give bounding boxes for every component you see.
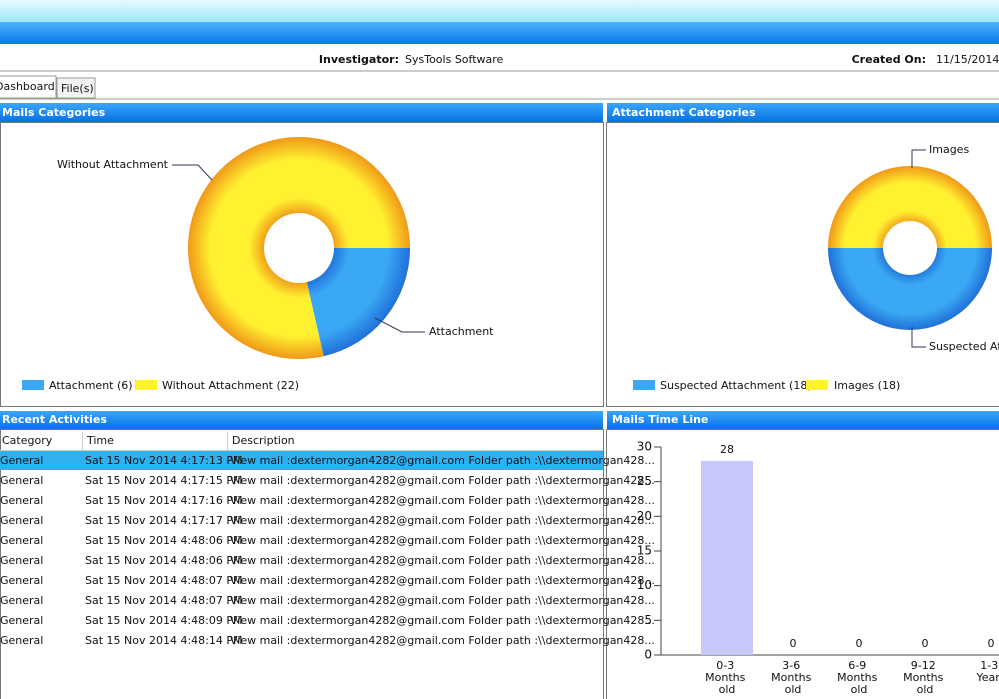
title-bar — [0, 0, 999, 22]
cell[interactable]: General — [0, 534, 43, 547]
donut-segment — [828, 248, 992, 330]
panel-header — [607, 411, 999, 429]
y-tick-label: 20 — [637, 509, 652, 523]
panel-header — [607, 103, 999, 122]
investigator: SysTools Software — [405, 53, 504, 66]
tab-label[interactable]: Dashboard — [0, 80, 55, 93]
legend-label: Suspected Attachment (18) — [660, 379, 812, 392]
cell[interactable]: View mail :dextermorgan4282@gmail.com Fo… — [230, 574, 655, 587]
x-tick-label: 0-3 Months old — [705, 659, 749, 696]
leader-line — [374, 317, 425, 333]
cell[interactable]: General — [0, 474, 43, 487]
panel-title: Recent Activities — [2, 413, 107, 426]
tab[interactable] — [56, 77, 96, 99]
row-highlight[interactable] — [0, 451, 603, 470]
cell[interactable]: View mail :dextermorgan4282@gmail.com Fo… — [230, 534, 655, 547]
leader-line — [911, 149, 926, 168]
leader-line — [172, 164, 213, 181]
value-label: 28 — [720, 443, 734, 456]
cell[interactable]: General — [0, 554, 43, 567]
slice-label: Suspected Attachment — [929, 340, 999, 353]
cell[interactable]: Sat 15 Nov 2014 4:48:06 PM — [85, 534, 243, 547]
legend-label: Images (18) — [834, 379, 900, 392]
panel-header — [0, 103, 603, 122]
cell[interactable]: Sat 15 Nov 2014 4:48:14 PM — [85, 634, 243, 647]
legend-swatch — [633, 380, 655, 390]
value-label: 0 — [790, 637, 797, 650]
cell[interactable]: General — [0, 614, 43, 627]
donut-segment — [306, 248, 410, 357]
panel-title: Mails Time Line — [612, 413, 708, 426]
panel-header — [0, 411, 603, 429]
tab-label[interactable]: File(s) — [61, 82, 94, 95]
y-tick-label: 5 — [644, 613, 652, 627]
y-tick-label: 25 — [637, 474, 652, 488]
cell[interactable]: View mail :dextermorgan4282@gmail.com Fo… — [230, 454, 655, 467]
leader-line — [911, 327, 926, 348]
column-header: Description — [232, 434, 295, 447]
panel-title: Mails Categories — [2, 106, 106, 119]
cell[interactable]: View mail :dextermorgan4282@gmail.com Fo… — [230, 494, 655, 507]
donut-segment — [188, 137, 410, 360]
cell[interactable]: View mail :dextermorgan4282@gmail.com Fo… — [230, 594, 655, 607]
created: 11/15/2014 2 — [936, 53, 999, 66]
tab[interactable] — [0, 75, 57, 99]
cell[interactable]: Sat 15 Nov 2014 4:17:16 PM — [85, 494, 243, 507]
legend-swatch — [135, 380, 157, 390]
cell[interactable]: Sat 15 Nov 2014 4:48:07 PM — [85, 594, 243, 607]
cell[interactable]: View mail :dextermorgan4282@gmail.com Fo… — [230, 634, 655, 647]
value-label: 0 — [856, 637, 863, 650]
cell[interactable]: General — [0, 494, 43, 507]
cell[interactable]: View mail :dextermorgan4282@gmail.com Fo… — [230, 554, 655, 567]
x-tick-label: 3-6 Months old — [771, 659, 815, 696]
x-tick-label: 9-12 Months old — [903, 659, 947, 696]
donut-segment — [828, 166, 992, 248]
cell[interactable]: View mail :dextermorgan4282@gmail.com Fo… — [230, 614, 655, 627]
column-header: Category — [2, 434, 53, 447]
panel — [0, 122, 604, 407]
cell[interactable]: General — [0, 454, 43, 467]
legend-label: Attachment (6) — [49, 379, 133, 392]
x-tick-label: 1-3 Years — [975, 659, 999, 684]
cell[interactable]: View mail :dextermorgan4282@gmail.com Fo… — [230, 474, 655, 487]
value-label: 0 — [988, 637, 995, 650]
investigator-label: Investigator: — [319, 53, 399, 66]
y-tick-label: 10 — [637, 578, 652, 592]
y-tick-label: 15 — [637, 544, 652, 558]
column-header: Time — [86, 434, 114, 447]
cell[interactable]: Sat 15 Nov 2014 4:48:09 PM — [85, 614, 243, 627]
value-label: 0 — [922, 637, 929, 650]
panel-title: Attachment Categories — [612, 106, 756, 119]
cell[interactable]: General — [0, 634, 43, 647]
cell[interactable]: General — [0, 514, 43, 527]
created-label: Created On: — [852, 53, 926, 66]
cell[interactable]: Sat 15 Nov 2014 4:17:15 PM — [85, 474, 243, 487]
x-tick-label: 6-9 Months old — [837, 659, 881, 696]
cell[interactable]: Sat 15 Nov 2014 4:17:13 PM — [85, 454, 243, 467]
legend-swatch — [22, 380, 44, 390]
cell[interactable]: Sat 15 Nov 2014 4:17:17 PM — [85, 514, 243, 527]
legend-swatch — [806, 380, 828, 390]
panel — [606, 429, 999, 699]
cell[interactable]: General — [0, 594, 43, 607]
cell[interactable]: View mail :dextermorgan4282@gmail.com Fo… — [230, 514, 655, 527]
cell[interactable]: Sat 15 Nov 2014 4:48:06 PM — [85, 554, 243, 567]
y-tick-label: 30 — [637, 440, 652, 454]
ribbon — [0, 22, 999, 44]
slice-label: Without Attachment — [57, 158, 169, 171]
cell[interactable]: Sat 15 Nov 2014 4:48:07 PM — [85, 574, 243, 587]
slice-label: Attachment — [429, 325, 494, 338]
cell[interactable]: General — [0, 574, 43, 587]
panel — [0, 429, 604, 699]
y-tick-label: 0 — [644, 648, 652, 662]
legend-label: Without Attachment (22) — [162, 379, 299, 392]
bar — [701, 460, 753, 655]
slice-label: Images — [929, 143, 969, 156]
